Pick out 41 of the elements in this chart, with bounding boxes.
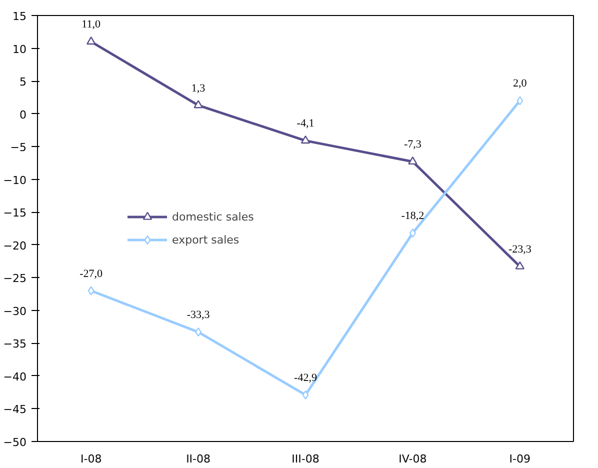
data-label: -27,0 [80, 268, 104, 280]
y-tick-label: 10 [12, 42, 27, 56]
data-label: 1,3 [191, 82, 206, 94]
point [408, 156, 418, 165]
legend-label: domestic sales [172, 210, 254, 223]
data-label: -4,1 [296, 118, 314, 130]
data-label: -42,9 [294, 372, 318, 384]
y-tick-label: −40 [3, 370, 27, 384]
y-tick-label: −5 [10, 141, 27, 154]
point [515, 261, 524, 270]
point [88, 286, 94, 296]
data-label: 11,0 [82, 18, 102, 31]
x-tick-label: IV-08 [398, 452, 427, 466]
point [195, 327, 202, 337]
legend-label: export sales [172, 233, 240, 246]
x-tick-label: I-09 [509, 452, 531, 466]
point [300, 135, 310, 144]
point [194, 100, 203, 108]
y-tick-label: −50 [3, 436, 27, 449]
y-tick-label: −45 [3, 403, 27, 416]
data-label: -23,3 [508, 244, 532, 256]
point [86, 36, 96, 45]
point [302, 390, 309, 400]
y-tick-label: −10 [3, 174, 27, 187]
data-label: -33,3 [186, 309, 210, 322]
point [409, 228, 416, 238]
x-tick-label: II-08 [186, 452, 211, 466]
y-tick-label: −30 [3, 304, 27, 318]
y-tick-label: −15 [3, 206, 27, 220]
y-tick-label: −35 [3, 338, 27, 351]
point [516, 96, 524, 106]
x-tick-label: I-08 [80, 452, 102, 466]
y-tick-label: −20 [3, 239, 27, 252]
data-label: 2,0 [513, 78, 528, 90]
data-label: -7,3 [404, 138, 422, 151]
x-tick-label: III-08 [292, 452, 320, 466]
y-tick-label: 15 [12, 10, 27, 23]
y-tick-label: 5 [20, 76, 26, 89]
data-label: -18,2 [401, 210, 424, 222]
y-tick-label: 0 [20, 108, 26, 122]
y-tick-label: −25 [3, 272, 27, 286]
